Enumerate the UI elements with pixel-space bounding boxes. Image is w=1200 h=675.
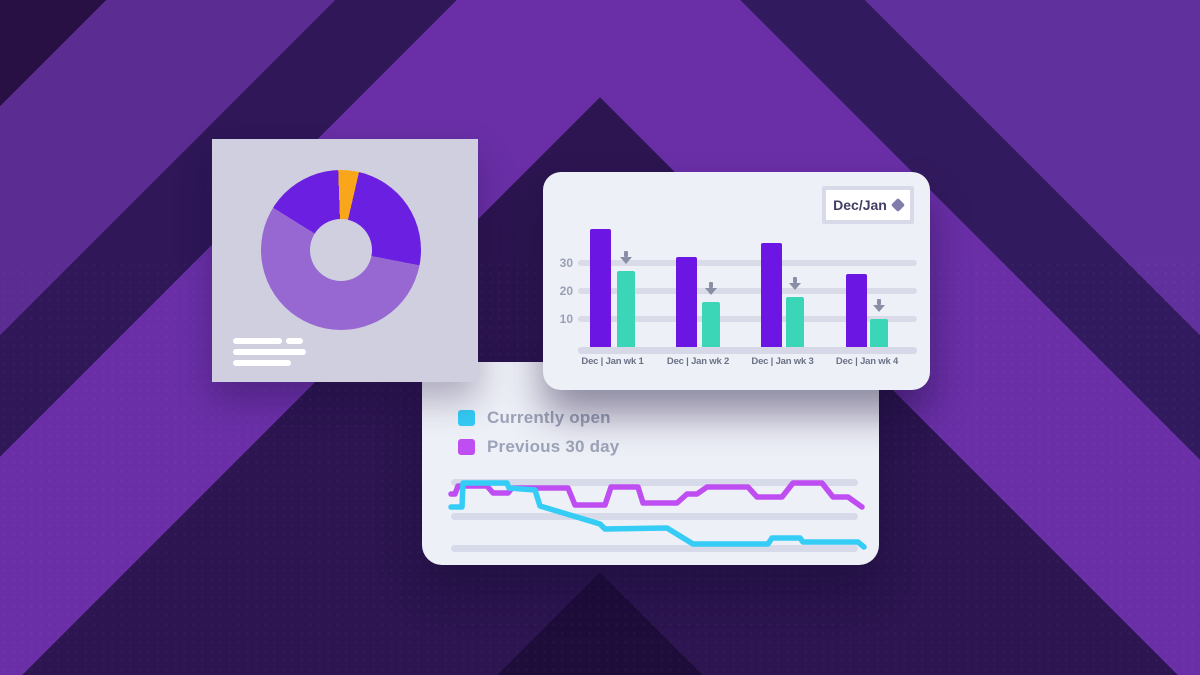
january-bar bbox=[786, 296, 804, 347]
donut-hole bbox=[310, 219, 372, 281]
december-bar bbox=[676, 257, 697, 347]
placeholder-bar bbox=[286, 338, 303, 344]
december-bar bbox=[761, 243, 782, 347]
decrease-arrow-icon bbox=[789, 276, 801, 291]
placeholder-bar bbox=[233, 338, 282, 344]
x-axis-baseline bbox=[578, 347, 917, 354]
january-bar bbox=[870, 319, 888, 347]
bar-chart-card: Dec/Jan 30 20 10 Dec | Jan wk 1 Dec | Jan wk… bbox=[543, 172, 930, 390]
previous-30-day-swatch bbox=[458, 439, 475, 455]
gridline bbox=[578, 316, 917, 322]
currently-open-swatch bbox=[458, 410, 475, 426]
december-bar bbox=[590, 229, 611, 347]
gridline bbox=[578, 260, 917, 266]
x-axis-label: Dec | Jan wk 1 bbox=[581, 356, 644, 367]
line-chart-card: Currently open Previous 30 day bbox=[422, 362, 879, 565]
y-axis-tick: 10 bbox=[559, 312, 573, 326]
previous-30-day-line bbox=[448, 480, 865, 510]
gridline bbox=[451, 479, 858, 486]
period-dropdown-label: Dec/Jan bbox=[833, 197, 887, 213]
january-bar bbox=[617, 271, 635, 347]
placeholder-bar bbox=[233, 360, 291, 366]
period-dropdown[interactable]: Dec/Jan bbox=[822, 186, 914, 224]
legend-item-currently-open: Currently open bbox=[458, 408, 619, 428]
y-axis-tick: 20 bbox=[559, 284, 573, 298]
decrease-arrow-icon bbox=[873, 299, 885, 313]
y-axis-tick: 30 bbox=[559, 256, 573, 270]
gridline bbox=[451, 545, 858, 552]
donut-chart-card bbox=[212, 139, 478, 382]
chart-legend: Currently open Previous 30 day bbox=[458, 408, 619, 457]
placeholder-bar bbox=[233, 349, 306, 355]
decrease-arrow-icon bbox=[705, 282, 717, 296]
bar-chart-plot: 30 20 10 Dec | Jan wk 1 Dec | Jan wk 2 Dec | … bbox=[543, 172, 930, 390]
gridline bbox=[578, 288, 917, 294]
currently-open-line bbox=[448, 480, 867, 550]
line-chart-plot bbox=[448, 479, 867, 552]
gridline bbox=[451, 513, 858, 520]
x-axis-label: Dec | Jan wk 4 bbox=[835, 356, 899, 367]
x-axis-label: Dec | Jan wk 2 bbox=[666, 356, 730, 367]
january-bar bbox=[702, 302, 720, 347]
december-bar bbox=[846, 274, 867, 347]
legend-label: Currently open bbox=[487, 408, 611, 427]
x-axis-label: Dec | Jan wk 3 bbox=[751, 356, 814, 367]
decrease-arrow-icon bbox=[620, 251, 632, 265]
legend-label: Previous 30 day bbox=[487, 437, 620, 456]
legend-item-previous-30-day: Previous 30 day bbox=[458, 437, 619, 457]
